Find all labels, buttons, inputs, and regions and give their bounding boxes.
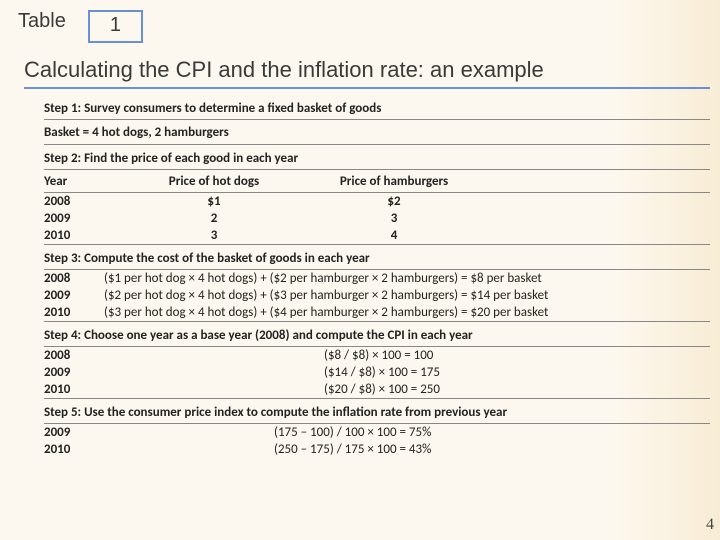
price-table-body: 2008$1$2200923201034 <box>44 193 710 244</box>
cost-table: 2008($1 per hot dog × 4 hot dogs) + ($2 … <box>44 270 710 321</box>
cell-calc: (175 – 100) / 100 × 100 = 75% <box>104 424 710 441</box>
cell-calc: (250 – 175) / 175 × 100 = 43% <box>104 441 710 458</box>
table-row: 2010($20 / $8) × 100 = 250 <box>44 381 710 398</box>
step-3-heading: Step 3: Compute the cost of the basket o… <box>44 245 710 269</box>
cell-year: 2008 <box>44 193 124 210</box>
price-table: Year Price of hot dogs Price of hamburge… <box>44 170 710 192</box>
table-row: 2008($8 / $8) × 100 = 100 <box>44 347 710 364</box>
cell-hamburger: $2 <box>304 193 484 210</box>
slide-title: Calculating the CPI and the inflation ra… <box>0 43 720 87</box>
step-5-heading: Step 5: Use the consumer price index to … <box>44 399 710 423</box>
table-number-box: 1 <box>88 10 143 43</box>
table-row: 2009($14 / $8) × 100 = 175 <box>44 364 710 381</box>
cell-year: 2010 <box>44 227 124 244</box>
col-hamburger: Price of hamburgers <box>304 170 484 192</box>
cell-calc: ($14 / $8) × 100 = 175 <box>104 364 710 381</box>
table-row: 2009($2 per hot dog × 4 hot dogs) + ($3 … <box>44 287 710 304</box>
cell-year: 2008 <box>44 270 104 287</box>
table-row: 2008($1 per hot dog × 4 hot dogs) + ($2 … <box>44 270 710 287</box>
cell-calc: ($2 per hot dog × 4 hot dogs) + ($3 per … <box>104 287 710 304</box>
cell-year: 2010 <box>44 381 104 398</box>
slide-header: Table 1 <box>0 0 720 43</box>
cell-calc: ($3 per hot dog × 4 hot dogs) + ($4 per … <box>104 304 710 321</box>
cell-calc: ($8 / $8) × 100 = 100 <box>104 347 710 364</box>
table-label: Table <box>18 10 88 33</box>
cell-calc: ($1 per hot dog × 4 hot dogs) + ($2 per … <box>104 270 710 287</box>
cell-hotdog: 3 <box>124 227 304 244</box>
step-4-heading: Step 4: Choose one year as a base year (… <box>44 322 710 346</box>
page-number: 4 <box>706 516 714 534</box>
step-1-heading: Step 1: Survey consumers to determine a … <box>44 95 710 119</box>
cell-hamburger: 3 <box>304 210 484 227</box>
col-year: Year <box>44 170 124 192</box>
table-row: 2009(175 – 100) / 100 × 100 = 75% <box>44 424 710 441</box>
inflation-table: 2009(175 – 100) / 100 × 100 = 75%2010(25… <box>44 424 710 458</box>
table-row: 200923 <box>44 210 710 227</box>
step-2-heading: Step 2: Find the price of each good in e… <box>44 145 710 169</box>
cell-year: 2010 <box>44 441 104 458</box>
cell-hotdog: 2 <box>124 210 304 227</box>
cell-year: 2009 <box>44 364 104 381</box>
cpi-table: 2008($8 / $8) × 100 = 1002009($14 / $8) … <box>44 347 710 398</box>
content-area: Step 1: Survey consumers to determine a … <box>0 89 720 458</box>
cell-year: 2009 <box>44 424 104 441</box>
cell-year: 2010 <box>44 304 104 321</box>
table-row: 201034 <box>44 227 710 244</box>
table-row: 2010(250 – 175) / 175 × 100 = 43% <box>44 441 710 458</box>
col-spacer <box>484 170 710 192</box>
table-header-row: Year Price of hot dogs Price of hamburge… <box>44 170 710 192</box>
cell-year: 2008 <box>44 347 104 364</box>
col-hotdog: Price of hot dogs <box>124 170 304 192</box>
cell-hotdog: $1 <box>124 193 304 210</box>
table-row: 2008$1$2 <box>44 193 710 210</box>
table-row: 2010($3 per hot dog × 4 hot dogs) + ($4 … <box>44 304 710 321</box>
cell-calc: ($20 / $8) × 100 = 250 <box>104 381 710 398</box>
cell-hamburger: 4 <box>304 227 484 244</box>
cell-year: 2009 <box>44 287 104 304</box>
basket-line: Basket = 4 hot dogs, 2 hamburgers <box>44 120 710 144</box>
cell-year: 2009 <box>44 210 124 227</box>
